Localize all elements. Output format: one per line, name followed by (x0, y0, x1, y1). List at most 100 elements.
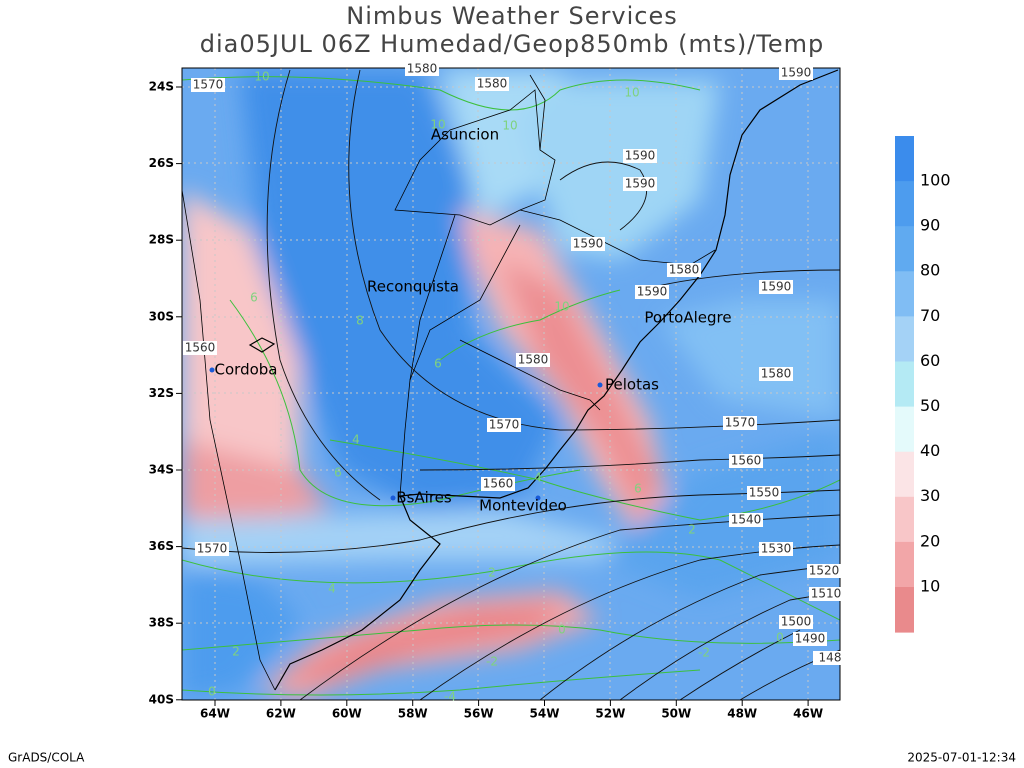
temp-label: 6 (334, 466, 342, 480)
height-label: 1580 (669, 263, 700, 277)
colorbar-bin (895, 271, 914, 317)
map-field (182, 68, 840, 700)
height-label-box (759, 280, 793, 294)
height-label-box (759, 367, 793, 381)
height-label-box (779, 66, 813, 80)
lon-label: 46W (793, 707, 823, 721)
height-label: 1580 (407, 62, 438, 76)
city-dot (390, 495, 396, 501)
height-label-box (405, 62, 439, 76)
temp-label: 2 (688, 523, 696, 537)
city-label: Cordoba (215, 361, 278, 379)
colorbar-label: 40 (920, 441, 940, 460)
height-label: 1590 (625, 177, 656, 191)
height-label: 148 (819, 651, 842, 665)
height-label: 1520 (809, 564, 840, 578)
height-label: 1580 (477, 77, 508, 91)
city-label: Pelotas (605, 376, 659, 394)
footer-left: GrADS/COLA (8, 751, 85, 765)
height-label-box (191, 78, 225, 92)
temp-label: 10 (430, 118, 445, 132)
lat-label: 36S (149, 539, 174, 553)
height-label-box (516, 353, 550, 367)
city-label: Montevideo (479, 497, 567, 515)
height-label-box (747, 486, 781, 500)
temp-label: 0 (776, 631, 784, 645)
lat-label: 26S (149, 156, 174, 170)
height-label-box (729, 454, 763, 468)
temp-label: 10 (254, 70, 269, 84)
temp-label: -4 (444, 690, 456, 704)
height-label-box (481, 477, 515, 491)
height-label: 1510 (811, 587, 842, 601)
colorbar-label: 70 (920, 306, 940, 325)
height-label: 1590 (625, 149, 656, 163)
colorbar-bin (895, 496, 914, 543)
height-label-box (623, 149, 657, 163)
temp-label: 6 (434, 357, 442, 371)
temp-label: 10 (502, 119, 517, 133)
colorbar-label: 10 (920, 576, 940, 595)
height-label: 1540 (731, 513, 762, 527)
colorbar-bin (895, 226, 914, 272)
city-label: Asuncion (431, 126, 499, 144)
height-label-box (635, 285, 669, 299)
height-label: 1560 (483, 477, 514, 491)
height-label-box (195, 542, 229, 556)
height-label-box (759, 542, 793, 556)
lon-label: 64W (200, 707, 230, 721)
temperature-contours (182, 76, 840, 696)
city-label: PortoAlegre (644, 309, 731, 327)
temp-label: 2 (488, 566, 496, 580)
height-label: 1580 (761, 367, 792, 381)
height-label-box (779, 615, 813, 629)
height-label-box (723, 416, 757, 430)
height-label: 1570 (489, 418, 520, 432)
lon-label: 48W (727, 707, 757, 721)
height-label-box (487, 418, 521, 432)
lon-label: 58W (398, 707, 428, 721)
height-label: 1570 (725, 416, 756, 430)
colorbar-bin (895, 181, 914, 227)
temp-label: -2 (486, 655, 498, 669)
colorbar-label: 50 (920, 396, 940, 415)
colorbar-label: 30 (920, 486, 940, 505)
colorbar-bin (895, 316, 914, 362)
colorbar-label: 100 (920, 171, 951, 190)
lat-label: 38S (149, 616, 174, 630)
lon-label: 54W (530, 707, 560, 721)
lat-label: 32S (149, 386, 174, 400)
lon-label: 50W (661, 707, 691, 721)
lon-label: 56W (464, 707, 494, 721)
city-dot (597, 382, 603, 388)
lat-label: 40S (149, 692, 174, 706)
height-label-box (183, 341, 217, 355)
temp-label: -2 (698, 646, 710, 660)
lat-label: 28S (149, 233, 174, 247)
colorbar-bin (895, 541, 914, 588)
lon-label: 52W (595, 707, 625, 721)
colorbar-label: 90 (920, 216, 940, 235)
temp-label: 10 (624, 86, 639, 100)
colorbar-label: 60 (920, 351, 940, 370)
height-label: 1580 (518, 353, 549, 367)
height-label-box (571, 237, 605, 251)
colorbar-bin (895, 451, 914, 498)
city-label: Reconquista (367, 278, 459, 296)
height-label: 1500 (781, 615, 812, 629)
temp-label: 4 (328, 582, 336, 596)
subtitle: dia05JUL 06Z Humedad/Geop850mb (mts)/Tem… (200, 30, 824, 58)
title: Nimbus Weather Services (346, 2, 677, 30)
height-label-box (813, 651, 847, 665)
height-label-box (729, 513, 763, 527)
colorbar-bin (895, 406, 914, 453)
footer-right: 2025-07-01-12:34 (907, 751, 1016, 765)
coastlines (248, 69, 839, 691)
temp-label: 10 (554, 300, 569, 314)
height-label-box (809, 587, 843, 601)
height-label-box (793, 632, 827, 646)
lat-label: 34S (149, 463, 174, 477)
lon-label: 60W (332, 707, 362, 721)
height-label: 1590 (781, 66, 812, 80)
colorbar-bin (895, 587, 914, 633)
